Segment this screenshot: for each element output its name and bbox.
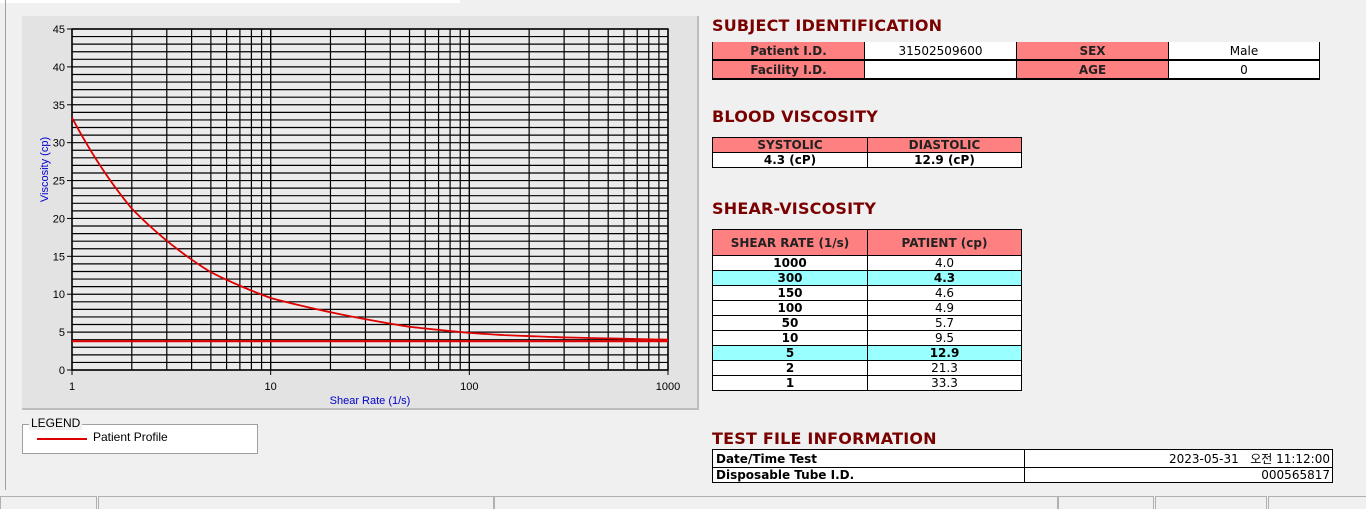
patient-profile-line bbox=[71, 117, 669, 341]
patient-value-cell: 4.9 bbox=[867, 300, 1022, 316]
sex-label: SEX bbox=[1016, 42, 1169, 61]
patient-header: PATIENT (cp) bbox=[867, 229, 1022, 256]
systolic-value: 4.3 (cP) bbox=[712, 152, 868, 168]
legend-line-swatch bbox=[37, 438, 87, 440]
y-tick-label: 15 bbox=[53, 251, 65, 263]
subject-title: SUBJECT IDENTIFICATION bbox=[712, 16, 943, 35]
shear-viscosity-table: SHEAR RATE (1/s) PATIENT (cp) 1000 4.0 300… bbox=[712, 229, 1022, 391]
y-tick-label: 35 bbox=[53, 100, 65, 112]
tube-id-value: 000565817 bbox=[1024, 467, 1333, 483]
status-pane bbox=[1155, 496, 1267, 509]
shear-rate-header: SHEAR RATE (1/s) bbox=[712, 229, 868, 256]
shear-rate-cell: 50 bbox=[712, 315, 868, 331]
shear-rate-cell: 100 bbox=[712, 300, 868, 316]
patient-value-cell: 5.7 bbox=[867, 315, 1022, 331]
patient-value-cell: 4.6 bbox=[867, 285, 1022, 301]
patient-value-cell: 4.0 bbox=[867, 255, 1022, 271]
y-tick-label: 0 bbox=[59, 365, 65, 377]
shear-rate-cell: 2 bbox=[712, 360, 868, 376]
age-value: 0 bbox=[1168, 60, 1320, 80]
status-pane bbox=[98, 496, 494, 509]
shear-row: 150 4.6 bbox=[712, 285, 1022, 301]
patient-id-label: Patient I.D. bbox=[712, 42, 865, 61]
y-axis-label: Viscosity (cp) bbox=[39, 137, 51, 202]
shear-rate-cell: 1 bbox=[712, 375, 868, 391]
sex-value: Male bbox=[1168, 42, 1320, 61]
date-time-label: Date/Time Test bbox=[712, 449, 1025, 468]
plot-area bbox=[72, 29, 668, 370]
y-tick-label: 20 bbox=[53, 213, 65, 225]
left-border bbox=[5, 0, 6, 490]
legend-title: LEGEND bbox=[29, 416, 83, 430]
x-tick-label: 100 bbox=[460, 381, 478, 393]
legend-entry: Patient Profile bbox=[93, 430, 168, 444]
test-file-table: Date/Time Test 2023-05-31 오전 11:12:00 Di… bbox=[712, 449, 1333, 483]
y-tick-label: 40 bbox=[53, 62, 65, 74]
subject-table: Patient I.D. 31502509600 SEX Male Facili… bbox=[712, 42, 1320, 80]
shear-row: 1 33.3 bbox=[712, 375, 1022, 391]
tube-id-label: Disposable Tube I.D. bbox=[712, 467, 1025, 483]
shear-row: 50 5.7 bbox=[712, 315, 1022, 331]
viscosity-chart: 0 5 10 15 20 25 30 35 40 45 1 10 100 1000 Shear Rate (… bbox=[39, 24, 680, 407]
shear-viscosity-title: SHEAR-VISCOSITY bbox=[712, 199, 877, 218]
date-time-value: 2023-05-31 오전 11:12:00 bbox=[1024, 449, 1333, 468]
test-file-title: TEST FILE INFORMATION bbox=[712, 429, 937, 448]
shear-rate-cell: 1000 bbox=[712, 255, 868, 271]
x-tick-label: 1000 bbox=[656, 381, 680, 393]
age-label: AGE bbox=[1016, 60, 1169, 80]
patient-value-cell: 33.3 bbox=[867, 375, 1022, 391]
shear-rate-cell: 150 bbox=[712, 285, 868, 301]
diastolic-value: 12.9 (cP) bbox=[867, 152, 1022, 168]
patient-id-value: 31502509600 bbox=[864, 42, 1017, 61]
shear-rate-cell: 10 bbox=[712, 330, 868, 346]
status-pane bbox=[494, 496, 1058, 509]
facility-id-value bbox=[864, 60, 1017, 80]
y-tick-label: 45 bbox=[53, 24, 65, 36]
shear-row: 2 21.3 bbox=[712, 360, 1022, 376]
shear-row: 5 12.9 bbox=[712, 345, 1022, 361]
shear-row: 10 9.5 bbox=[712, 330, 1022, 346]
x-axis-label: Shear Rate (1/s) bbox=[330, 395, 411, 407]
patient-value-cell: 9.5 bbox=[867, 330, 1022, 346]
plot-border bbox=[71, 28, 669, 371]
patient-value-cell: 4.3 bbox=[867, 270, 1022, 286]
y-tick-label: 30 bbox=[53, 138, 65, 150]
systolic-label: SYSTOLIC bbox=[712, 137, 868, 153]
shear-rate-cell: 5 bbox=[712, 345, 868, 361]
top-strip bbox=[0, 0, 460, 3]
patient-value-cell: 21.3 bbox=[867, 360, 1022, 376]
shear-row: 1000 4.0 bbox=[712, 255, 1022, 271]
blood-viscosity-title: BLOOD VISCOSITY bbox=[712, 107, 879, 126]
chart-panel: 0 5 10 15 20 25 30 35 40 45 1 10 100 1000 Shear Rate (… bbox=[22, 16, 699, 410]
legend: LEGEND Patient Profile bbox=[22, 416, 258, 454]
x-tick-label: 1 bbox=[69, 381, 75, 393]
diastolic-label: DIASTOLIC bbox=[867, 137, 1022, 153]
y-tick-label: 5 bbox=[59, 327, 65, 339]
shear-rate-cell: 300 bbox=[712, 270, 868, 286]
y-tick-label: 25 bbox=[53, 176, 65, 188]
shear-row: 300 4.3 bbox=[712, 270, 1022, 286]
blood-viscosity-table: SYSTOLIC DIASTOLIC 4.3 (cP) 12.9 (cP) bbox=[712, 137, 1022, 168]
patient-value-cell: 12.9 bbox=[867, 345, 1022, 361]
x-tick-label: 10 bbox=[265, 381, 277, 393]
status-pane bbox=[0, 496, 97, 509]
status-pane bbox=[1058, 496, 1154, 509]
facility-id-label: Facility I.D. bbox=[712, 60, 865, 80]
status-pane bbox=[1268, 496, 1366, 509]
shear-row: 100 4.9 bbox=[712, 300, 1022, 316]
y-tick-label: 10 bbox=[53, 289, 65, 301]
